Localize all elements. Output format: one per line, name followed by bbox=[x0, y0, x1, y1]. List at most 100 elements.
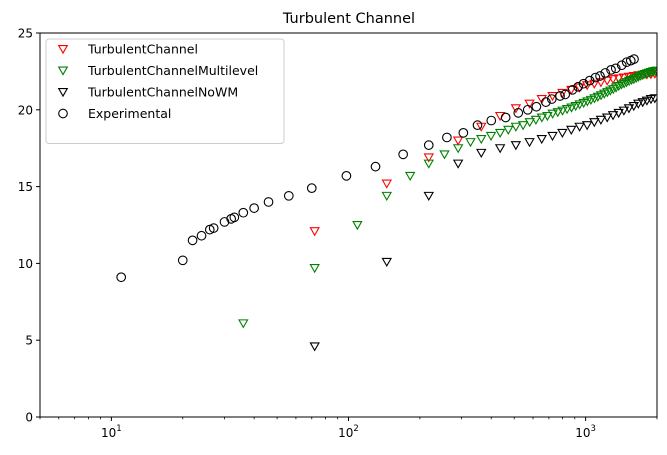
data-point bbox=[536, 95, 547, 105]
x-tick-label: 102 bbox=[338, 424, 359, 440]
data-point bbox=[503, 125, 514, 135]
data-point bbox=[626, 75, 637, 86]
data-point bbox=[633, 99, 644, 109]
data-point bbox=[629, 54, 639, 64]
data-point bbox=[381, 179, 393, 189]
legend: TurbulentChannel TurbulentChannelMultilev… bbox=[45, 38, 285, 144]
data-point bbox=[472, 120, 483, 131]
data-point bbox=[621, 78, 632, 88]
data-point bbox=[442, 132, 452, 143]
data-point bbox=[606, 65, 616, 75]
data-point bbox=[500, 112, 511, 123]
data-point bbox=[423, 191, 435, 202]
data-point bbox=[510, 122, 522, 132]
data-point bbox=[547, 131, 558, 142]
data-point bbox=[595, 78, 607, 88]
data-point bbox=[616, 60, 627, 71]
data-point bbox=[398, 149, 408, 160]
data-point bbox=[249, 203, 259, 213]
data-point bbox=[546, 94, 557, 104]
data-point bbox=[485, 131, 497, 142]
data-point bbox=[574, 122, 585, 132]
data-point bbox=[633, 72, 644, 82]
series-3 bbox=[116, 54, 639, 283]
data-point bbox=[486, 115, 497, 126]
data-point bbox=[536, 113, 548, 123]
data-point bbox=[584, 75, 595, 86]
data-point bbox=[595, 115, 607, 125]
data-point bbox=[531, 101, 542, 112]
legend-label: TurbulentChannelNoWM bbox=[87, 85, 238, 100]
data-point bbox=[309, 264, 320, 274]
data-point bbox=[637, 70, 649, 80]
data-point bbox=[381, 191, 393, 202]
data-point bbox=[219, 217, 230, 227]
data-point bbox=[452, 144, 464, 154]
chart-title: Turbulent Channel bbox=[282, 11, 415, 27]
data-point bbox=[557, 128, 568, 139]
data-point bbox=[552, 108, 564, 118]
data-point bbox=[610, 63, 621, 74]
data-point bbox=[263, 197, 274, 207]
data-point bbox=[566, 125, 577, 135]
data-point bbox=[530, 115, 542, 125]
data-point bbox=[494, 144, 506, 154]
data-point bbox=[616, 80, 627, 90]
data-point bbox=[555, 91, 565, 101]
data-point bbox=[510, 141, 522, 151]
data-point bbox=[613, 74, 624, 84]
legend-marker bbox=[57, 66, 69, 76]
data-point bbox=[566, 103, 577, 113]
data-point bbox=[607, 111, 619, 121]
data-point bbox=[524, 118, 535, 128]
legend-marker bbox=[57, 45, 69, 55]
data-point bbox=[465, 138, 476, 148]
data-point bbox=[370, 161, 381, 172]
data-point bbox=[590, 72, 601, 83]
y-tick-label: 5 bbox=[25, 334, 33, 348]
data-point bbox=[423, 159, 435, 169]
x-axis: 101 102 103 bbox=[39, 417, 658, 440]
data-point bbox=[524, 99, 535, 109]
data-point bbox=[208, 223, 219, 233]
data-point bbox=[517, 121, 529, 131]
data-point bbox=[476, 148, 487, 159]
y-axis: 0 5 10 15 20 25 bbox=[18, 27, 40, 425]
series-1 bbox=[238, 66, 657, 329]
data-point bbox=[423, 153, 435, 163]
legend-marker bbox=[57, 88, 69, 98]
data-point bbox=[610, 83, 622, 93]
data-point bbox=[238, 207, 249, 218]
data-point bbox=[618, 79, 630, 89]
data-point bbox=[494, 111, 506, 122]
data-point bbox=[641, 96, 653, 106]
y-tick-label: 0 bbox=[25, 411, 33, 425]
data-point bbox=[595, 71, 605, 81]
y-tick-label: 10 bbox=[18, 257, 33, 271]
data-point bbox=[283, 190, 294, 201]
legend-marker bbox=[58, 108, 68, 119]
data-point bbox=[600, 68, 611, 78]
data-point bbox=[635, 71, 646, 81]
data-point bbox=[524, 138, 535, 148]
data-point bbox=[177, 255, 188, 266]
data-point bbox=[439, 150, 450, 160]
data-point bbox=[607, 75, 619, 85]
x-tick-label: 101 bbox=[101, 424, 122, 440]
data-point bbox=[557, 88, 568, 99]
data-point bbox=[618, 106, 630, 116]
data-point bbox=[196, 230, 207, 241]
data-point bbox=[623, 104, 635, 114]
data-point bbox=[381, 257, 393, 268]
data-point bbox=[581, 121, 593, 131]
data-point bbox=[547, 109, 558, 119]
data-point bbox=[560, 89, 571, 100]
legend-label: TurbulentChannelMultilevel bbox=[87, 63, 258, 78]
data-point bbox=[557, 106, 568, 116]
data-point bbox=[613, 82, 625, 92]
data-point bbox=[404, 171, 416, 182]
data-point bbox=[589, 118, 600, 128]
y-tick-label: 25 bbox=[18, 27, 33, 41]
data-point bbox=[116, 272, 127, 283]
